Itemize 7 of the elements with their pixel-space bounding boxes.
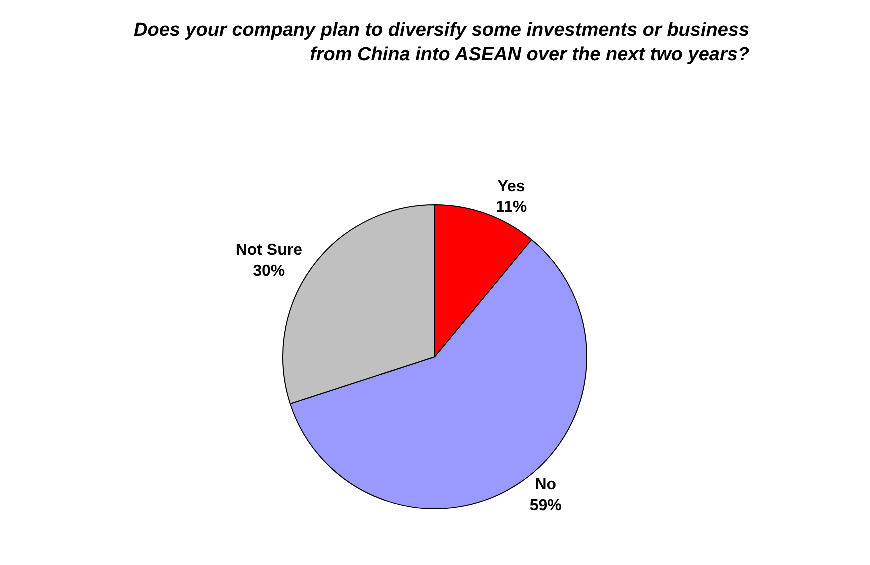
data-label: 11% [496,199,528,216]
data-label: 59% [530,498,562,515]
data-label: 30% [253,263,286,280]
slice-label: Yes [498,178,526,196]
chart-title: Does your company plan to diversify some investments or business from China into ASEAN over the next two years? [134,20,750,66]
slice-label: No [535,476,557,494]
slice-label: Not Sure [236,242,303,260]
